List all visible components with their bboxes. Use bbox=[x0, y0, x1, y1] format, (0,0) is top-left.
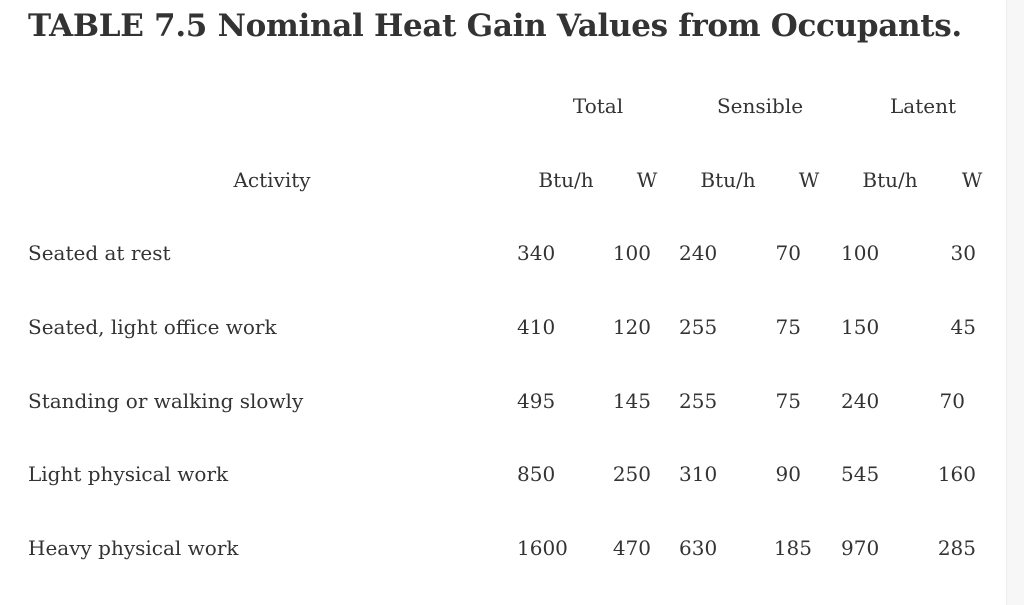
sensible-btuh-cell: 630 bbox=[679, 536, 718, 560]
sensible-btuh-cell: 310 bbox=[679, 462, 718, 486]
header-latent-w: W bbox=[961, 168, 983, 192]
header-total: Total bbox=[572, 94, 624, 118]
sensible-w-cell: 185 bbox=[773, 536, 812, 560]
total-btuh-cell: 340 bbox=[517, 241, 556, 265]
activity-cell: Heavy physical work bbox=[28, 536, 239, 560]
scrollbar-track[interactable] bbox=[1006, 0, 1024, 605]
sensible-w-cell: 90 bbox=[775, 462, 801, 486]
latent-w-cell: 30 bbox=[950, 241, 976, 265]
table-title: TABLE 7.5 Nominal Heat Gain Values from … bbox=[28, 8, 962, 44]
header-sensible-w: W bbox=[798, 168, 820, 192]
sensible-btuh-cell: 240 bbox=[679, 241, 718, 265]
header-latent: Latent bbox=[890, 94, 956, 118]
total-w-cell: 145 bbox=[612, 389, 651, 413]
latent-btuh-cell: 240 bbox=[841, 389, 880, 413]
sensible-w-cell: 75 bbox=[775, 315, 801, 339]
total-w-cell: 470 bbox=[612, 536, 651, 560]
activity-cell: Seated, light office work bbox=[28, 315, 277, 339]
latent-btuh-cell: 150 bbox=[841, 315, 880, 339]
activity-cell: Standing or walking slowly bbox=[28, 389, 304, 413]
latent-w-cell: 45 bbox=[950, 315, 976, 339]
sensible-w-cell: 75 bbox=[775, 389, 801, 413]
total-w-cell: 100 bbox=[612, 241, 651, 265]
latent-w-cell: 160 bbox=[937, 462, 976, 486]
total-btuh-cell: 850 bbox=[517, 462, 556, 486]
header-total-btuh: Btu/h bbox=[538, 168, 594, 192]
total-w-cell: 250 bbox=[612, 462, 651, 486]
header-latent-btuh: Btu/h bbox=[862, 168, 918, 192]
total-btuh-cell: 1600 bbox=[517, 536, 568, 560]
latent-btuh-cell: 970 bbox=[841, 536, 880, 560]
sensible-btuh-cell: 255 bbox=[679, 315, 718, 339]
total-btuh-cell: 495 bbox=[517, 389, 556, 413]
sensible-btuh-cell: 255 bbox=[679, 389, 718, 413]
total-w-cell: 120 bbox=[612, 315, 651, 339]
activity-cell: Seated at rest bbox=[28, 241, 171, 265]
latent-btuh-cell: 100 bbox=[841, 241, 880, 265]
header-sensible-btuh: Btu/h bbox=[700, 168, 756, 192]
total-btuh-cell: 410 bbox=[517, 315, 556, 339]
header-activity: Activity bbox=[233, 168, 311, 192]
activity-cell: Light physical work bbox=[28, 462, 229, 486]
latent-w-cell: 285 bbox=[937, 536, 976, 560]
header-total-w: W bbox=[636, 168, 658, 192]
sensible-w-cell: 70 bbox=[775, 241, 801, 265]
latent-btuh-cell: 545 bbox=[841, 462, 880, 486]
latent-w-cell: 70 bbox=[939, 389, 965, 413]
header-sensible: Sensible bbox=[716, 94, 804, 118]
